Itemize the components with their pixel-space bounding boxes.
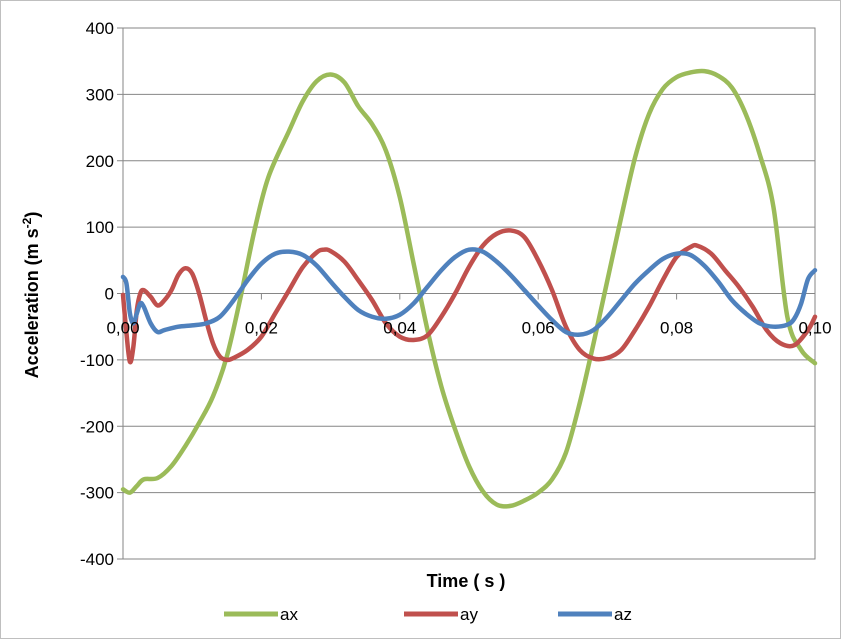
x-tick-label: 0,00 <box>106 319 139 338</box>
legend-label-ax: ax <box>280 605 298 624</box>
x-tick-label: 0,08 <box>660 319 693 338</box>
y-tick-label: -100 <box>80 351 114 370</box>
series-line-ay <box>120 228 818 365</box>
y-axis-title: Acceleration (m s-2) <box>20 212 42 379</box>
y-tick-label: 300 <box>86 85 114 104</box>
legend-label-ay: ay <box>460 605 478 624</box>
series-line-ax <box>120 68 818 509</box>
x-tick-label: 0,02 <box>245 319 278 338</box>
x-axis-title: Time ( s ) <box>427 571 506 591</box>
y-axis-title-end: ) <box>22 212 42 218</box>
legend: ax ay az <box>224 605 632 624</box>
tick-labels: 400 300 200 100 0 -100 -200 -300 -400 0,00 0,02 0,0… <box>80 19 832 569</box>
y-tick-label: 0 <box>105 285 114 304</box>
series-lines <box>120 68 818 509</box>
x-tick-label: 0,06 <box>522 319 555 338</box>
grid-lines <box>117 27 816 560</box>
legend-label-az: az <box>614 605 632 624</box>
y-axis-title-main: Acceleration (m s <box>22 228 42 378</box>
y-axis-title-sup: -2 <box>20 217 34 228</box>
series-line-az <box>120 247 818 337</box>
y-tick-label: 400 <box>86 19 114 38</box>
y-tick-label: -400 <box>80 550 114 569</box>
y-tick-label: -300 <box>80 484 114 503</box>
y-tick-label: 200 <box>86 152 114 171</box>
x-tick-label: 0,04 <box>383 319 416 338</box>
x-tick-label: 0,10 <box>798 319 831 338</box>
y-tick-label: 100 <box>86 218 114 237</box>
y-tick-label: -200 <box>80 417 114 436</box>
